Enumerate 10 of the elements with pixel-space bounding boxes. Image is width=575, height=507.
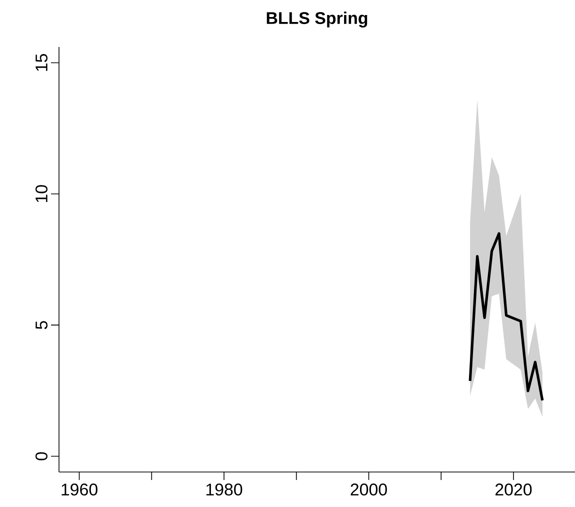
x-tick-label: 1980 [206, 484, 242, 496]
chart-title: BLLS Spring [266, 12, 368, 28]
y-tick-label: 5 [36, 321, 48, 330]
x-tick-label: 1960 [62, 484, 98, 496]
y-tick-label: 15 [36, 54, 48, 71]
line-series [468, 232, 544, 402]
y-tick-label: 0 [35, 452, 48, 460]
y-tick-label: 10 [35, 185, 48, 202]
x-tick-label: 2020 [496, 484, 532, 496]
x-tick-label: 2000 [350, 484, 387, 496]
